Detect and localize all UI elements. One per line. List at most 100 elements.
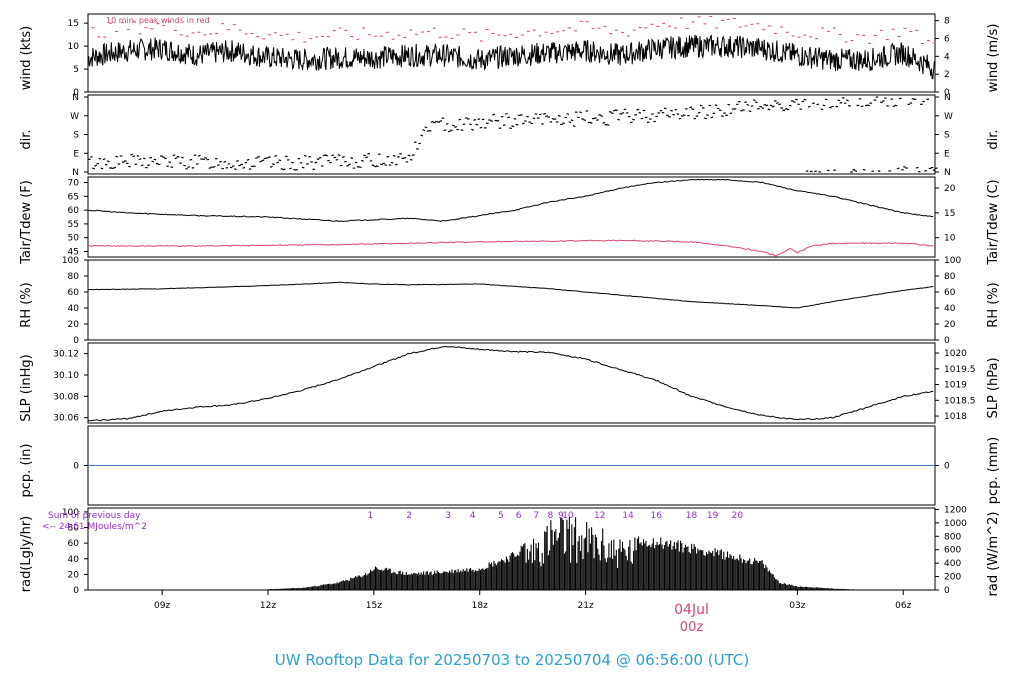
temp-tick-label-left: 55 xyxy=(68,220,79,230)
dir-mark xyxy=(411,154,415,157)
x-axis: 09z 12z 15z 18z 21z 03z 06z 04Jul 00z xyxy=(154,590,912,635)
dir-ylabel-right: dir. xyxy=(986,129,1001,149)
dir-mark xyxy=(691,108,695,111)
dir-mark xyxy=(572,125,576,128)
dir-mark xyxy=(763,103,767,106)
dir-mark xyxy=(272,163,275,166)
dir-mark xyxy=(695,115,699,118)
dir-mark xyxy=(557,114,561,118)
dir-mark xyxy=(172,154,176,157)
rad-tick-label-left: 20 xyxy=(68,570,80,580)
rad-hour-marker: 6 xyxy=(516,511,522,521)
rad-hour-marker: 19 xyxy=(707,511,719,521)
dir-mark xyxy=(507,116,510,119)
x-tick-label: 21z xyxy=(578,601,594,611)
dir-mark xyxy=(375,165,379,168)
dir-ylabel-left: dir. xyxy=(19,129,34,149)
dir-mark xyxy=(348,163,352,166)
date-marker-label: 04Jul xyxy=(674,602,709,618)
dir-mark xyxy=(392,154,396,157)
dir-mark xyxy=(721,115,724,117)
rh-rh-line xyxy=(87,281,934,309)
wind-ylabel-right: wind (m/s) xyxy=(986,24,1001,93)
rh-tick-label-right: 0 xyxy=(944,336,950,346)
dir-mark xyxy=(360,159,364,162)
dir-mark xyxy=(602,121,606,124)
dir-mark xyxy=(636,108,640,111)
dir-mark xyxy=(862,168,866,171)
rad-sum-value: <-- 24.61 MJoules/m^2 xyxy=(42,522,147,532)
rh-tick-label-right: 60 xyxy=(944,288,956,298)
wind-tick-label-left: 0 xyxy=(73,88,79,98)
dir-mark xyxy=(538,113,542,116)
rh-tick-label-left: 100 xyxy=(62,256,79,266)
dir-mark xyxy=(140,164,144,167)
dir-mark xyxy=(615,109,618,111)
temp-tick-label-left: 60 xyxy=(68,206,80,216)
panel-wind: wind (kts) wind (m/s) 0 5 10 15 0 2 4 6 8 10 min. p… xyxy=(19,13,1001,98)
dir-mark xyxy=(746,103,750,106)
dir-mark xyxy=(407,154,411,157)
dir-mark xyxy=(377,153,381,156)
rad-tick-label-right: 800 xyxy=(944,532,961,542)
rad-hour-marker: 4 xyxy=(470,511,476,521)
dir-mark xyxy=(153,158,157,161)
dir-mark xyxy=(255,157,258,159)
dir-mark xyxy=(301,166,305,169)
wind-tick-label-right: 6 xyxy=(944,34,950,44)
dir-mark xyxy=(380,163,383,166)
dir-mark xyxy=(253,165,256,168)
dir-mark xyxy=(877,170,881,173)
dir-mark xyxy=(460,129,464,132)
dir-mark xyxy=(109,167,112,169)
pcp-ylabel-right: pcp. (mm) xyxy=(986,437,1001,504)
dir-mark xyxy=(113,166,117,169)
dir-tick-label-left: N xyxy=(72,93,79,103)
rh-tick-label-right: 100 xyxy=(944,256,961,266)
dir-mark xyxy=(331,154,335,157)
dir-mark xyxy=(812,102,815,105)
dir-mark xyxy=(727,103,731,106)
dir-mark xyxy=(492,113,496,116)
rad-tick-label-right: 200 xyxy=(944,573,961,583)
rh-tick-label-right: 20 xyxy=(944,320,956,330)
dir-mark xyxy=(502,124,506,126)
dir-mark xyxy=(824,98,828,101)
dir-mark xyxy=(443,129,447,132)
dir-mark xyxy=(638,112,642,114)
rad-tick-label-right: 0 xyxy=(944,586,950,596)
slp-tick-label-right: 1019 xyxy=(944,381,967,391)
dir-mark xyxy=(106,160,110,163)
dir-mark xyxy=(274,154,278,157)
dir-mark xyxy=(449,129,453,132)
wind-ylabel-left: wind (kts) xyxy=(19,26,34,90)
dir-mark xyxy=(547,116,551,118)
temp-tair-line xyxy=(88,178,934,223)
dir-tick-label-right: W xyxy=(944,112,953,122)
rad-tick-label-left: 60 xyxy=(68,539,80,549)
dir-mark xyxy=(259,160,263,163)
dir-mark xyxy=(778,103,781,106)
dir-mark xyxy=(437,120,441,124)
dir-mark xyxy=(867,104,870,107)
dir-mark xyxy=(818,170,822,173)
dir-mark xyxy=(187,166,191,169)
dir-mark xyxy=(433,121,436,124)
wind-tick-label-left: 5 xyxy=(73,65,79,75)
dir-mark xyxy=(543,112,546,115)
rh-tick-label-right: 40 xyxy=(944,304,956,314)
dir-mark xyxy=(589,121,593,124)
dir-mark xyxy=(784,107,788,110)
temp-ylabel-right: Tair/Tdew (C) xyxy=(986,179,1001,265)
dir-mark xyxy=(94,164,98,167)
rh-ylabel-right: RH (%) xyxy=(986,282,1001,327)
dir-mark xyxy=(420,134,424,137)
dir-mark xyxy=(704,117,707,120)
rad-hour-marker: 7 xyxy=(533,511,539,521)
dir-tick-label-left: S xyxy=(73,131,79,141)
temp-tick-label-right: 10 xyxy=(944,234,956,244)
x-tick-label: 09z xyxy=(154,601,170,611)
dir-mark xyxy=(246,158,250,161)
dir-mark xyxy=(632,118,635,121)
dir-tick-label-right: N xyxy=(944,168,951,178)
